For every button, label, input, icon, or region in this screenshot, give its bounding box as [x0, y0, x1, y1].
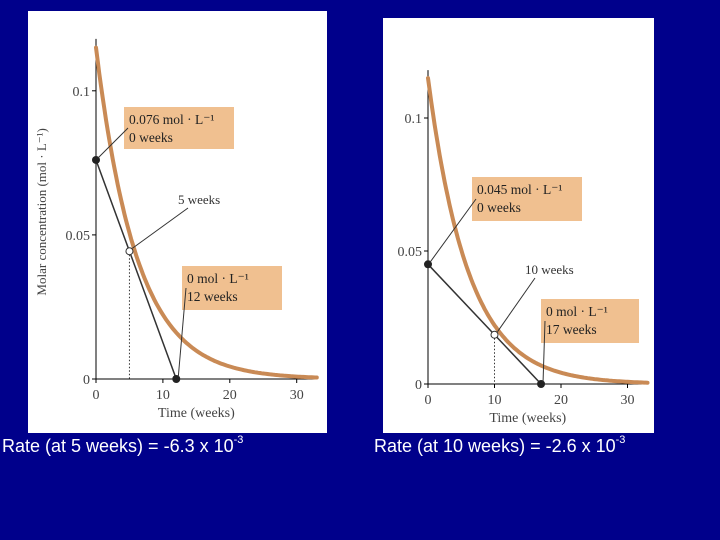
left-concentration-curve [94, 45, 319, 380]
left-tangent-end-point [172, 375, 181, 383]
right-rate-exponent: -3 [615, 434, 626, 446]
right-tangent-point [490, 330, 499, 339]
left-chart-panel: 0 10 20 30 0 0.05 0.1 Time (weeks) Molar concent… [28, 11, 327, 433]
left-label-box-line2-0: 0 weeks [129, 130, 173, 145]
left-rate-exponent: -3 [233, 434, 244, 446]
left-x-axis-title: Time (weeks) [158, 406, 235, 421]
left-label-box-0 [124, 107, 234, 149]
right-label-box-line2-0: 0 weeks [477, 200, 521, 215]
right-tangent-line [427, 263, 542, 385]
left-label-box-line1-0: 0.076 mol · L⁻¹ [129, 112, 214, 127]
left-tangent-point-label: 5 weeks [178, 192, 220, 207]
right-y-tick-label-2: 0.1 [405, 112, 423, 127]
left-x-tick-label-1: 10 [156, 388, 170, 403]
left-y-axis-title: Molar concentration (mol · L⁻¹) [34, 128, 49, 295]
left-concentration-chart: 0 10 20 30 0 0.05 0.1 Time (weeks) Molar concent… [34, 38, 319, 421]
left-y-tick-label-0: 0 [83, 373, 90, 388]
left-label-box-1 [182, 266, 282, 310]
right-label-box-1 [541, 299, 639, 343]
right-y-tick-label-0: 0 [415, 378, 422, 393]
right-label-box-line1-0: 0.045 mol · L⁻¹ [477, 182, 562, 197]
right-label-box-line1-1: 0 mol · L⁻¹ [546, 304, 608, 319]
right-x-tick-label-1: 10 [488, 393, 502, 408]
right-chart-panel: 0 10 20 30 0 0.05 0.1 Time (weeks) 10 weeks 0.045… [383, 18, 654, 433]
left-x-tick-label-0: 0 [93, 388, 100, 403]
left-rate-caption: Rate (at 5 weeks) = -6.3 x 10-3 [2, 434, 244, 457]
left-y-tick-label-1: 0.05 [66, 229, 91, 244]
right-concentration-curve [426, 76, 650, 385]
left-x-tick-label-2: 20 [223, 388, 237, 403]
left-label-box-leader-1 [177, 287, 187, 378]
right-tangent-point-leader [497, 277, 536, 332]
left-tangent-line [95, 159, 177, 380]
right-label-box-line2-1: 17 weeks [546, 322, 597, 337]
right-x-tick-label-2: 20 [554, 393, 568, 408]
right-label-box-leader-0 [429, 198, 477, 263]
right-concentration-chart: 0 10 20 30 0 0.05 0.1 Time (weeks) 10 weeks 0.045… [398, 70, 650, 426]
right-tangent-point-label: 10 weeks [525, 262, 574, 277]
left-label-box-leader-0 [97, 127, 129, 159]
left-y-tick-label-2: 0.1 [73, 85, 91, 100]
left-x-tick-label-3: 30 [290, 388, 304, 403]
right-rate-caption: Rate (at 10 weeks) = -2.6 x 10-3 [374, 434, 626, 457]
right-rate-text: Rate (at 10 weeks) = -2.6 x 10 [374, 436, 616, 456]
right-label-box-0 [472, 177, 582, 221]
right-y-tick-label-1: 0.05 [398, 245, 423, 260]
left-label-box-line2-1: 12 weeks [187, 289, 238, 304]
right-tangent-end-point [537, 380, 546, 388]
left-tangent-point-leader [132, 207, 189, 249]
right-x-tick-label-3: 30 [621, 393, 635, 408]
left-rate-text: Rate (at 5 weeks) = -6.3 x 10 [2, 436, 234, 456]
left-label-box-line1-1: 0 mol · L⁻¹ [187, 271, 249, 286]
left-tangent-point [125, 247, 134, 256]
right-label-box-leader-1 [542, 320, 546, 383]
right-x-axis-title: Time (weeks) [489, 411, 566, 426]
right-x-tick-label-0: 0 [425, 393, 432, 408]
